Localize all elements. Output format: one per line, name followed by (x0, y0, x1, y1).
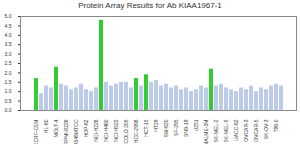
svg-text:SK-MEL-2: SK-MEL-2 (213, 119, 219, 142)
svg-text:786-0: 786-0 (273, 119, 279, 132)
svg-text:NCI-H460: NCI-H460 (103, 119, 109, 141)
svg-text:OVCAR-3: OVCAR-3 (243, 119, 249, 141)
svg-text:HCT-15: HCT-15 (143, 119, 149, 136)
svg-text:2.0: 2.0 (5, 70, 12, 76)
svg-text:0.0: 0.0 (5, 107, 12, 113)
svg-text:RPMI-8226: RPMI-8226 (63, 119, 69, 144)
svg-text:MALME-3M: MALME-3M (203, 120, 209, 144)
svg-text:4.0: 4.0 (5, 32, 12, 38)
svg-text:UACC-62: UACC-62 (233, 119, 239, 141)
svg-text:COLO 205: COLO 205 (123, 119, 129, 143)
svg-text:HL-60: HL-60 (43, 119, 49, 133)
svg-text:CCRF-CEM: CCRF-CEM (33, 120, 39, 144)
svg-text:NCI-H226: NCI-H226 (93, 119, 99, 141)
svg-text:SW-620: SW-620 (163, 119, 169, 137)
svg-text:OVCAR-5: OVCAR-5 (253, 119, 259, 141)
svg-text:1.5: 1.5 (5, 79, 12, 85)
svg-text:0.5: 0.5 (5, 98, 12, 104)
svg-text:1.0: 1.0 (5, 88, 12, 94)
svg-text:4.5: 4.5 (5, 23, 12, 29)
svg-text:HCC-2998: HCC-2998 (133, 119, 139, 143)
svg-text:SF-295: SF-295 (173, 119, 179, 136)
svg-text:NCI-H522: NCI-H522 (113, 119, 119, 141)
svg-text:HT29: HT29 (153, 119, 159, 131)
svg-text:U251: U251 (193, 119, 199, 131)
svg-text:MOLT-4: MOLT-4 (53, 119, 59, 137)
svg-text:5.0: 5.0 (5, 13, 12, 19)
svg-text:2.5: 2.5 (5, 60, 12, 66)
html-text:Protein Array Results for Ab K: Protein Array Results for Ab KIAA1967-1 (78, 1, 222, 10)
svg-text:3.0: 3.0 (5, 51, 12, 57)
svg-text:SK-OV-3: SK-OV-3 (263, 119, 269, 139)
svg-text:3.5: 3.5 (5, 41, 12, 47)
svg-text:A549/ATCC: A549/ATCC (73, 119, 79, 144)
svg-text:SNB-19: SNB-19 (183, 119, 189, 137)
svg-text:HOP-62: HOP-62 (83, 119, 89, 137)
svg-text:SK-MEL-5: SK-MEL-5 (223, 119, 229, 142)
